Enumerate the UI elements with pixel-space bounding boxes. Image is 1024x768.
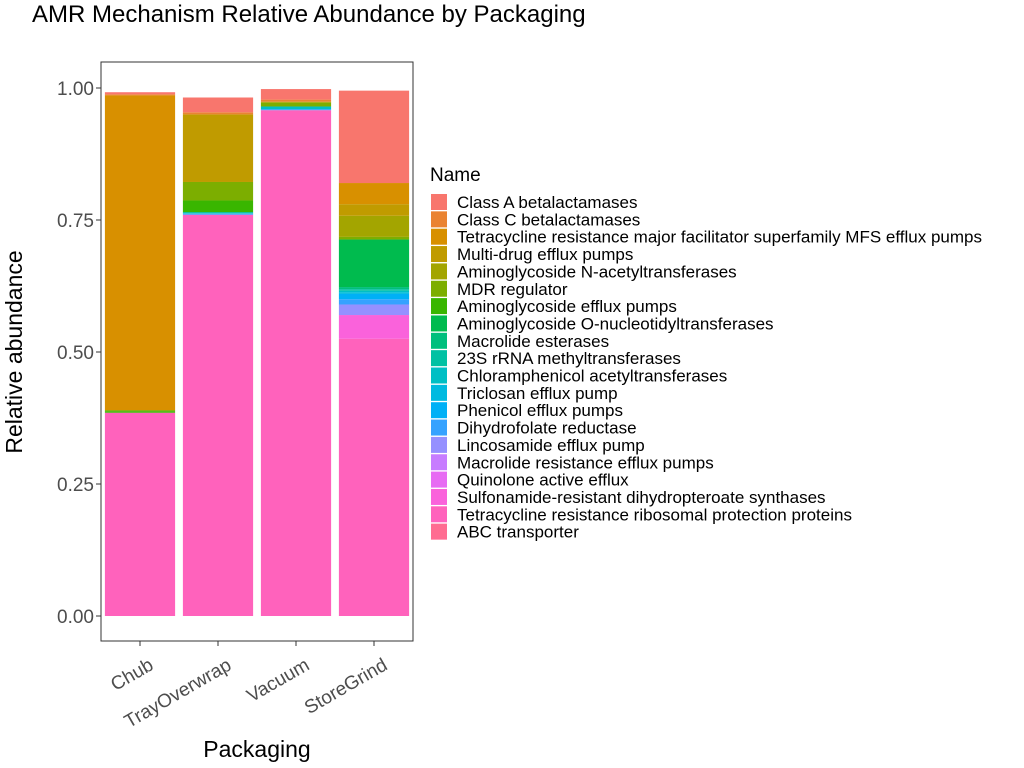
legend-swatch [431,194,447,210]
legend-swatch [431,350,447,367]
legend-swatch [431,367,447,384]
x-tick-label: Chub [107,655,157,696]
legend-label: Aminoglycoside efflux pumps [457,297,677,316]
bar-segment [260,99,332,102]
x-axis-title: Packaging [203,736,310,762]
bar-segment [104,94,176,96]
y-tick-label: 0.50 [57,343,94,364]
legend-swatch [431,419,447,436]
bar-segment [338,315,410,339]
bar-segment [104,411,176,413]
y-tick-label: 0.75 [57,211,94,232]
legend-label: Macrolide esterases [457,332,609,351]
bar-segment [104,412,176,616]
bar-segment [338,183,410,205]
x-tick-label: StoreGrind [301,655,391,719]
legend-label: Aminoglycoside N-acetyltransferases [457,262,737,281]
bars-layer [104,89,410,617]
bar-segment [104,95,176,411]
legend-label: Class C betalactamases [457,210,640,229]
bar-segment [182,97,254,113]
bar-segment [260,110,332,617]
bar-segment [260,106,332,110]
legend-swatch [431,454,447,471]
legend-label: Quinolone active efflux [457,471,629,490]
legend-label: Dihydrofolate reductase [457,419,637,438]
legend-label: Chloramphenicol acetyltransferases [457,367,727,386]
legend-label: Multi-drug efflux pumps [457,245,633,264]
legend-swatch [431,211,447,228]
bar-segment [338,299,410,305]
bar-segment [104,410,176,412]
chart-title: AMR Mechanism Relative Abundance by Pack… [32,1,586,28]
bar-segment [182,200,254,213]
legend-swatch [431,506,447,523]
bar-segment [104,92,176,95]
legend-swatch [431,471,447,488]
bar-segment [182,212,254,214]
bar-segment [338,292,410,294]
bar-segment [338,293,410,300]
bar-segment [338,338,410,616]
bar-segment [182,213,254,214]
bar-segment [182,213,254,215]
legend-swatch [431,523,447,540]
legend-label: Sulfonamide-resistant dihydropteroate sy… [457,488,826,507]
legend-swatch [431,246,447,263]
legend-label: MDR regulator [457,280,568,299]
legend-swatch [431,228,447,245]
legend-label: Tetracycline resistance major facilitato… [457,228,982,247]
legend-swatch [431,332,447,349]
legend-label: Class A betalactamases [457,193,637,212]
y-axis: 0.00 0.25 0.50 0.75 1.00 [57,79,101,628]
legend-title: Name [430,165,481,186]
bar-segment [182,181,254,201]
bar-segment [260,109,332,111]
y-tick-label: 1.00 [57,79,94,100]
legend-swatch [431,280,447,297]
bar-segment [338,204,410,216]
legend-swatch [431,488,447,505]
bar-segment [260,102,332,107]
y-tick-label: 0.00 [57,607,94,628]
legend-label: Tetracycline resistance ribosomal protec… [457,505,852,524]
legend-label: 23S rRNA methyltransferases [457,349,681,368]
bar-segment [338,236,410,240]
y-tick-label: 0.25 [57,475,94,496]
bar-segment [182,114,254,182]
legend-label: Phenicol efflux pumps [457,401,623,420]
legend-label: ABC transporter [457,523,579,542]
bar-segment [338,290,410,293]
legend-swatch [431,384,447,401]
legend-swatch [431,263,447,280]
bar-segment [182,214,254,616]
bar-segment [338,289,410,291]
bar-segment [338,239,410,288]
legend-swatch [431,436,447,453]
legend-swatch [431,298,447,315]
legend-label: Triclosan efflux pump [457,384,618,403]
bar-segment [182,112,254,115]
bar-segment [260,101,332,103]
bar-segment [260,89,332,100]
legend-swatch [431,402,447,419]
bar-segment [338,90,410,184]
legend-swatch [431,315,447,332]
bar-segment [338,287,410,290]
bar-segment [338,304,410,316]
bar-segment [338,215,410,237]
legend-label: Lincosamide efflux pump [457,436,645,455]
y-axis-title: Relative abundance [1,250,27,453]
legend-label: Aminoglycoside O-nucleotidyltransferases [457,314,774,333]
legend-label: Macrolide resistance efflux pumps [457,453,714,472]
